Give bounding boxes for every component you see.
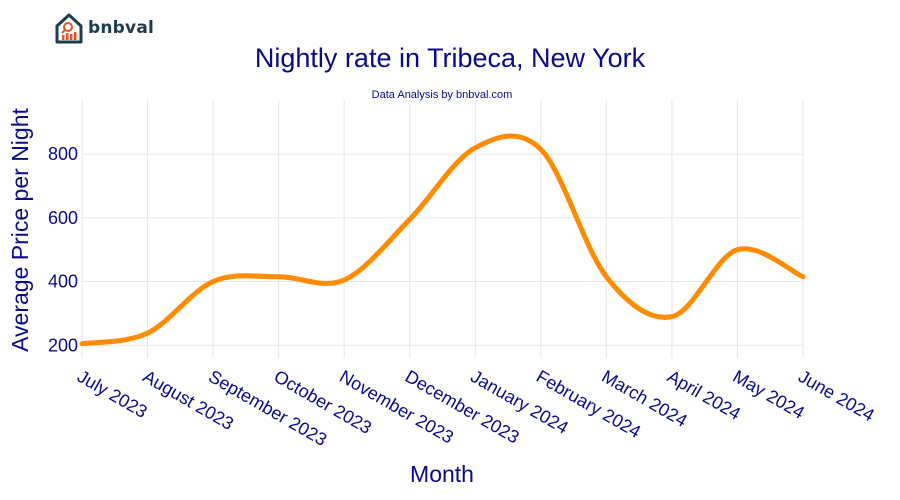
x-tick-label: May 2024 [729, 366, 807, 423]
x-tick-label: June 2024 [795, 366, 878, 425]
chart-title: Nightly rate in Tribeca, New York [254, 43, 646, 73]
x-axis-title: Month [410, 461, 474, 487]
y-tick-label: 200 [48, 335, 78, 355]
y-axis-title: Average Price per Night [7, 108, 33, 352]
x-tick-label: July 2023 [74, 366, 151, 422]
series-lines [79, 133, 806, 347]
y-tick-label: 800 [48, 144, 78, 164]
house-chart-icon [55, 13, 83, 44]
series-line [79, 133, 806, 347]
brand-logo: bnbval [54, 12, 154, 44]
grid-lines [81, 100, 804, 358]
y-tick-label: 400 [48, 272, 78, 292]
brand-name: bnbval [88, 18, 155, 38]
y-tick-label: 600 [48, 208, 78, 228]
y-tick-labels: 200 400 600 800 [48, 144, 78, 355]
x-tick-label: December 2023 [402, 366, 523, 447]
x-tick-label: November 2023 [336, 366, 457, 447]
chart-subtitle: Data Analysis by bnbval.com [371, 89, 513, 101]
